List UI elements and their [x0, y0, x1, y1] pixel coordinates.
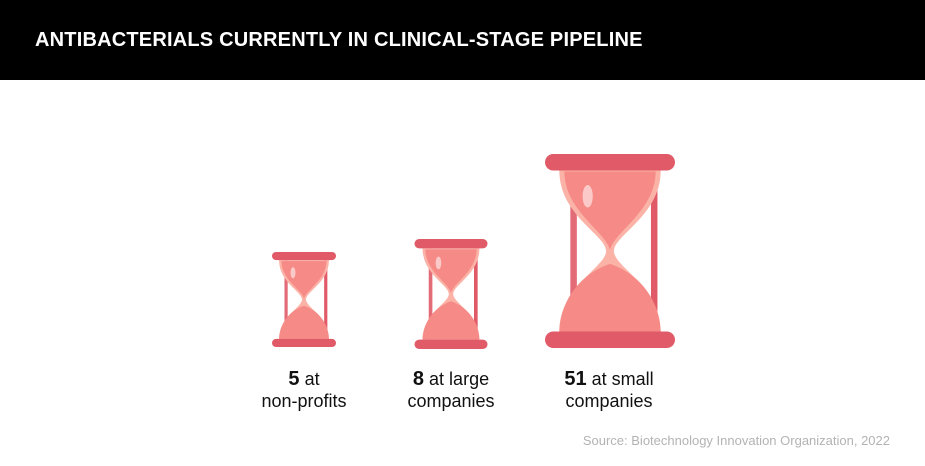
- item-text: at large: [429, 369, 490, 389]
- hourglass-bottom-plate: [414, 339, 488, 349]
- hourglass-sand-bottom: [559, 263, 661, 332]
- source-note: Source: Biotechnology Innovation Organiz…: [582, 433, 890, 448]
- hourglass-post: [284, 260, 288, 339]
- hourglass-post: [473, 248, 478, 340]
- item-text: non-profits: [261, 391, 347, 411]
- hourglass-sand-bottom: [422, 301, 480, 340]
- item-text: companies: [407, 391, 495, 411]
- hourglass-icon-nonprofits: [272, 252, 336, 347]
- hourglass-post: [324, 260, 328, 339]
- item-label-small-companies: 51 at small companies: [544, 368, 674, 412]
- hourglass-bottom-plate: [272, 338, 336, 347]
- chart-title: ANTIBACTERIALS CURRENTLY IN CLINICAL-STA…: [35, 29, 643, 51]
- hourglass-top-plate: [272, 252, 336, 261]
- item-text: at: [304, 369, 320, 389]
- hourglass-highlight: [435, 256, 442, 270]
- item-value: 5: [288, 368, 300, 390]
- hourglass-post: [428, 248, 433, 340]
- hourglass-highlight: [290, 267, 296, 279]
- item-text: companies: [565, 391, 653, 411]
- item-value: 51: [564, 368, 587, 390]
- item-label-nonprofits: 5 at non-profits: [244, 368, 364, 412]
- hourglass-highlight: [582, 184, 593, 208]
- hourglass-top-plate: [414, 239, 488, 249]
- item-label-large-companies: 8 at large companies: [386, 368, 516, 412]
- header-bar: ANTIBACTERIALS CURRENTLY IN CLINICAL-STA…: [0, 0, 925, 80]
- hourglass-top-plate: [545, 154, 675, 171]
- hourglass-icon-small: [545, 154, 675, 348]
- hourglass-sand-bottom: [279, 305, 329, 339]
- item-value: 8: [412, 368, 425, 390]
- hourglass-bottom-plate: [545, 331, 675, 348]
- hourglass-icon-large: [414, 239, 488, 349]
- item-text: at small: [591, 369, 654, 389]
- hourglass-post: [570, 170, 577, 332]
- hourglass-post: [650, 170, 658, 332]
